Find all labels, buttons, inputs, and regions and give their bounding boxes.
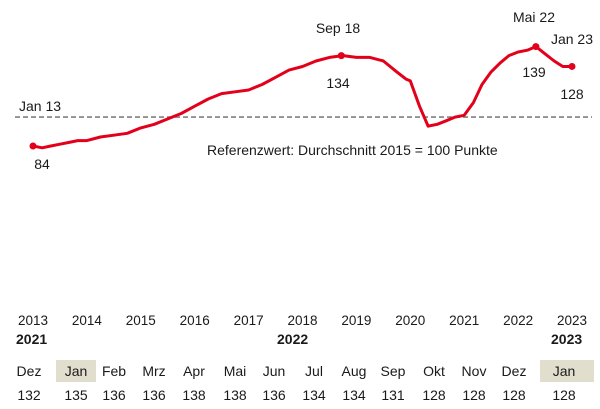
annotation-value: 134 — [326, 75, 350, 91]
annotation-label: Mai 22 — [513, 9, 555, 25]
x-tick-label: 2017 — [234, 313, 264, 328]
series-line — [32, 45, 572, 150]
marker-sep-18 — [337, 52, 345, 60]
marker-mai-22 — [532, 43, 540, 51]
reference-note: Referenzwert: Durchschnitt 2015 = 100 Pu… — [207, 142, 498, 158]
x-tick-label: 2013 — [18, 313, 48, 328]
x-tick-label: 2020 — [395, 313, 425, 328]
annotation-value: 84 — [34, 156, 50, 172]
x-tick-label: 2015 — [126, 313, 156, 328]
annotation-label: Sep 18 — [316, 20, 361, 36]
annotation-value: 139 — [522, 64, 546, 80]
reference-label: Jan 13 — [19, 98, 61, 114]
x-tick-label: 2018 — [287, 313, 317, 328]
marker-jan-23 — [568, 62, 576, 70]
marker-jan-13 — [29, 142, 37, 150]
x-tick-label: 2021 — [449, 313, 479, 328]
x-tick-label: 2014 — [72, 313, 103, 328]
x-tick-label: 2019 — [341, 313, 371, 328]
annotation-label: Jan 23 — [551, 31, 593, 47]
x-tick-label: 2016 — [180, 313, 210, 328]
x-tick-label: 2022 — [503, 313, 533, 328]
annotation-value: 128 — [560, 86, 584, 102]
x-tick-label: 2023 — [557, 313, 587, 328]
